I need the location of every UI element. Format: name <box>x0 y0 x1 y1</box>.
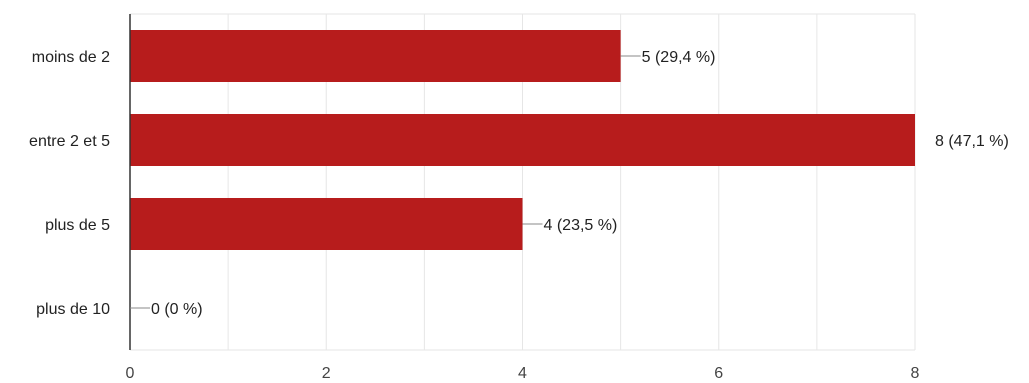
x-tick-label: 8 <box>911 365 920 382</box>
bar <box>130 198 523 250</box>
category-label: plus de 5 <box>45 217 110 234</box>
category-label: moins de 2 <box>32 49 110 66</box>
data-label: 0 (0 %) <box>151 301 203 318</box>
data-label: 5 (29,4 %) <box>642 49 716 66</box>
x-tick-label: 6 <box>714 365 723 382</box>
x-tick-label: 0 <box>126 365 135 382</box>
bar <box>130 114 915 166</box>
x-tick-label: 4 <box>518 365 527 382</box>
bar <box>130 30 621 82</box>
data-label: 8 (47,1 %) <box>935 133 1009 150</box>
x-tick-label: 2 <box>322 365 331 382</box>
data-label: 4 (23,5 %) <box>544 217 618 234</box>
category-label: entre 2 et 5 <box>29 133 110 150</box>
labels: 0 2 4 6 8 moins de 2 5 (29,4 %) entre 2 et 5 8 (… <box>29 49 1009 382</box>
category-label: plus de 10 <box>36 301 110 318</box>
bars <box>130 30 915 250</box>
